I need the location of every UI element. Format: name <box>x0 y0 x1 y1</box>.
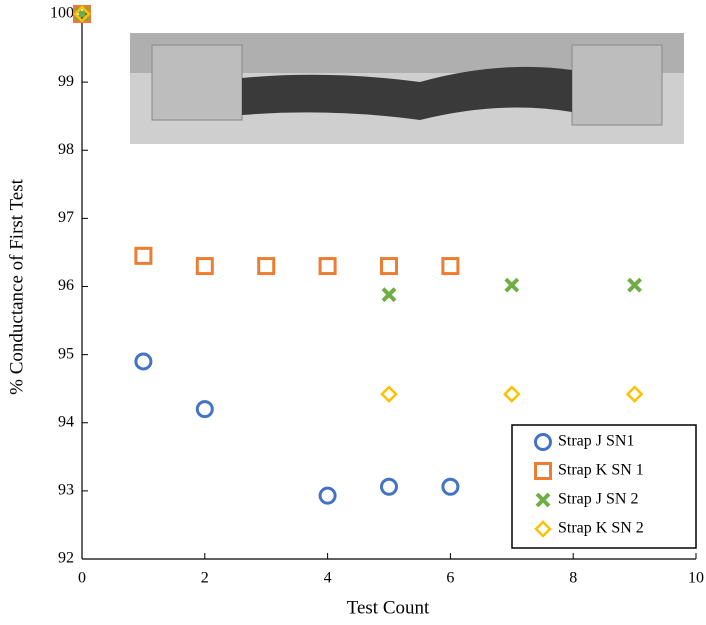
x-tick-label: 6 <box>446 570 454 587</box>
y-tick-label: 97 <box>58 209 74 226</box>
legend-box <box>511 424 697 549</box>
x-tick-label: 2 <box>201 570 209 587</box>
x-tick-label: 10 <box>688 570 704 587</box>
marker-circle <box>318 486 337 505</box>
legend-label: Strap J SN 2 <box>558 491 638 508</box>
marker-x <box>381 287 397 303</box>
marker-circle <box>534 433 552 451</box>
marker-square <box>195 257 214 276</box>
legend-label: Strap K SN 1 <box>558 462 644 479</box>
marker-circle <box>380 477 398 496</box>
marker-square <box>318 257 337 276</box>
marker-diamond <box>534 520 552 538</box>
legend-label: Strap K SN 2 <box>558 520 644 537</box>
marker-square <box>380 257 398 276</box>
marker-square <box>257 257 276 276</box>
marker-square <box>534 462 552 480</box>
y-tick-label: 100 <box>50 5 74 22</box>
marker-x <box>627 277 643 293</box>
y-tick-label: 94 <box>58 413 74 430</box>
y-tick-label: 96 <box>58 277 74 294</box>
marker-circle <box>134 352 153 371</box>
y-axis-label: % Conductance of First Test <box>6 178 27 394</box>
y-tick-label: 93 <box>58 482 74 499</box>
legend-label: Strap J SN1 <box>558 433 634 450</box>
x-tick-label: 0 <box>78 570 86 587</box>
y-tick-label: 99 <box>58 73 74 90</box>
marker-x <box>535 492 551 508</box>
marker-circle <box>195 400 214 419</box>
marker-diamond <box>503 385 521 403</box>
marker-square <box>441 257 460 276</box>
y-tick-label: 98 <box>58 141 74 158</box>
marker-square <box>134 246 153 265</box>
y-tick-label: 95 <box>58 345 74 362</box>
y-tick-label: 92 <box>58 550 74 567</box>
x-tick-label: 4 <box>324 570 332 587</box>
marker-x <box>504 277 520 293</box>
marker-diamond <box>73 5 91 23</box>
photo-inset <box>130 33 684 144</box>
x-axis-label: Test Count <box>347 597 430 618</box>
marker-circle <box>441 477 460 496</box>
marker-diamond <box>380 385 398 403</box>
marker-diamond <box>625 385 644 403</box>
x-tick-label: 8 <box>569 570 577 587</box>
